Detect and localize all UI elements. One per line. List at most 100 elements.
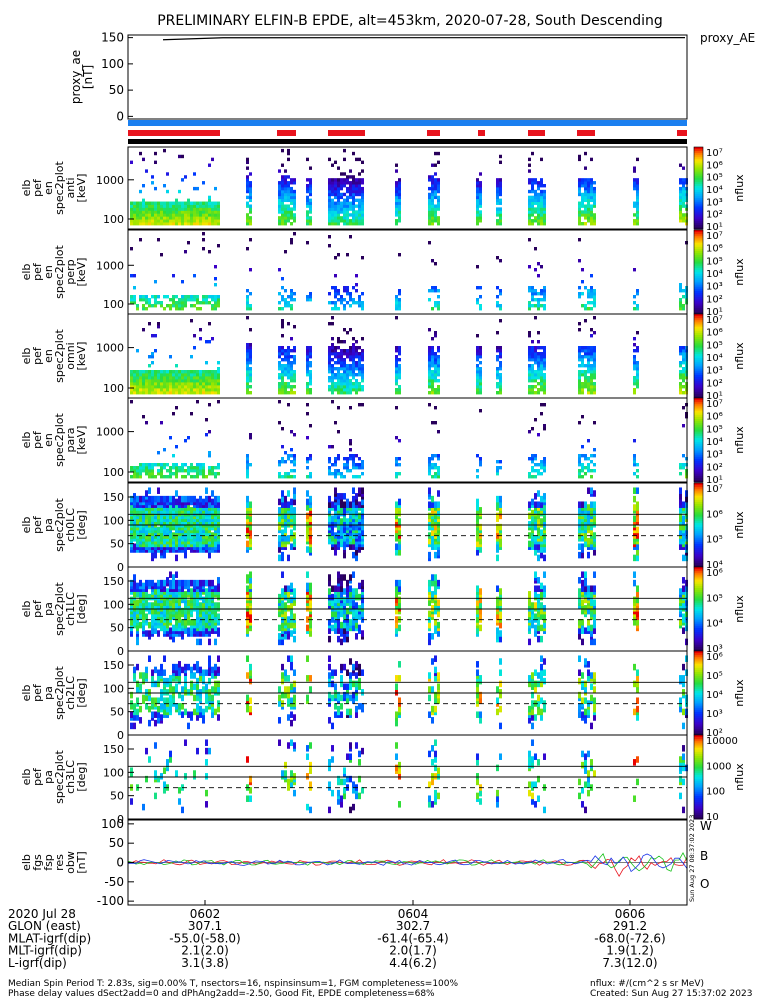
spectrogram-cell <box>249 385 252 389</box>
spectrogram-cell <box>531 454 534 458</box>
spectrogram-cell <box>355 204 358 208</box>
spectrogram-cell <box>587 376 590 380</box>
spectrogram-cell <box>476 376 479 380</box>
spectrogram-cell <box>352 207 355 211</box>
spectrogram-cell <box>593 391 596 395</box>
colorbar-cell <box>694 171 703 175</box>
pitch-angle-cell <box>217 602 220 609</box>
pitch-angle-cell <box>249 501 252 508</box>
pitch-angle-cell <box>349 596 352 604</box>
spectrogram-cell <box>434 391 437 395</box>
spectrogram-cell <box>337 391 340 395</box>
spectrogram-cell <box>593 376 596 380</box>
pitch-angle-cell <box>148 602 151 609</box>
pitch-angle-cell <box>157 605 160 612</box>
spectrogram-cell <box>584 454 587 458</box>
spectrogram-cell <box>361 207 364 211</box>
spectrogram-cell <box>358 304 361 308</box>
spectrogram-cell <box>578 178 581 182</box>
spectrogram-cell <box>636 192 639 197</box>
spectrogram-cell <box>543 307 546 311</box>
spectrogram-cell <box>166 201 169 205</box>
spectrogram-cell <box>184 204 187 208</box>
pitch-angle-cell <box>217 495 220 503</box>
spectrogram-cell <box>154 304 157 308</box>
spectrogram-cell <box>431 370 434 374</box>
pitch-angle-cell <box>142 607 145 615</box>
pitch-angle-cell <box>136 495 139 503</box>
spectrogram-cell <box>334 192 337 197</box>
spectrogram-cell <box>151 175 154 179</box>
pitch-angle-cell <box>249 537 252 545</box>
pitch-angle-cell <box>328 537 331 545</box>
spectrogram-cell <box>184 304 187 308</box>
colorbar-label: nflux <box>733 426 746 454</box>
spectrogram-cell <box>139 385 142 389</box>
colorbar-cell <box>694 463 703 466</box>
pitch-angle-cell <box>343 588 346 595</box>
pitch-angle-cell <box>202 630 205 637</box>
spectrogram-cell <box>217 391 220 395</box>
spectrogram-cell <box>358 201 361 205</box>
spectrogram-cell <box>682 289 685 293</box>
spectrogram-cell <box>428 385 431 389</box>
spectrogram-cell <box>328 222 331 226</box>
spectrogram-cell <box>633 295 636 299</box>
spectrogram-cell <box>136 207 139 211</box>
spectrogram-cell <box>208 322 211 326</box>
colorbar-cell <box>694 410 703 414</box>
spectrogram-cell <box>136 213 139 217</box>
spectrogram-cell <box>340 382 343 386</box>
spectrogram-cell <box>331 201 334 205</box>
spectrogram-cell <box>199 388 202 392</box>
spectrogram-cell <box>145 466 148 470</box>
colorbar-tick-label: 10⁷ <box>706 315 723 326</box>
pitch-angle-cell <box>398 543 401 550</box>
pitch-angle-cell <box>361 523 364 531</box>
spectrogram-cell <box>190 475 193 479</box>
spectrogram-cell <box>328 213 331 217</box>
spectrogram-cell <box>169 475 172 479</box>
spectrogram-cell <box>531 376 534 380</box>
spectrogram-cell <box>249 352 252 356</box>
spectrogram-cell <box>163 466 166 470</box>
pitch-angle-cell <box>290 621 293 629</box>
spectrogram-cell <box>196 216 199 220</box>
colorbar-cell <box>694 244 703 248</box>
colorbar-cell <box>694 274 703 277</box>
spectrogram-cell <box>578 376 581 380</box>
pitch-angle-cell <box>537 554 540 562</box>
spectrogram-cell <box>355 189 358 194</box>
pitch-angle-cell <box>290 498 293 506</box>
pitch-angle-cell <box>281 602 284 609</box>
spectrogram-cell <box>428 328 431 332</box>
spectrogram-cell <box>584 181 587 185</box>
spectrogram-cell <box>590 328 593 332</box>
spectrogram-cell <box>349 298 352 302</box>
spectrogram-cell <box>534 219 537 223</box>
spectrogram-cell <box>205 204 208 208</box>
pitch-angle-cell <box>290 582 293 590</box>
spectrogram-cell <box>281 445 284 449</box>
y-axis-label: anti <box>64 177 77 198</box>
spectrogram-cell <box>528 210 531 214</box>
spectrogram-cell <box>499 379 502 383</box>
colorbar-cell <box>694 543 703 547</box>
colorbar-tick-label: 10⁷ <box>706 484 723 495</box>
spectrogram-cell <box>679 370 682 374</box>
spectrogram-cell <box>331 385 334 389</box>
spectrogram-cell <box>181 210 184 214</box>
colorbar-cell <box>694 537 703 541</box>
spectrogram-cell <box>346 376 349 380</box>
spectrogram-cell <box>172 454 175 458</box>
spectrogram-cell <box>145 388 148 392</box>
spectrogram-cell <box>437 160 440 165</box>
pitch-angle-cell <box>187 627 190 634</box>
spectrogram-cell <box>340 178 343 182</box>
pitch-angle-cell <box>190 507 193 514</box>
pitch-angle-cell <box>309 630 312 637</box>
spectrogram-cell <box>543 304 546 308</box>
spectrogram-cell <box>196 463 199 467</box>
spectrogram-cell <box>340 355 343 359</box>
spectrogram-cell <box>636 475 639 479</box>
